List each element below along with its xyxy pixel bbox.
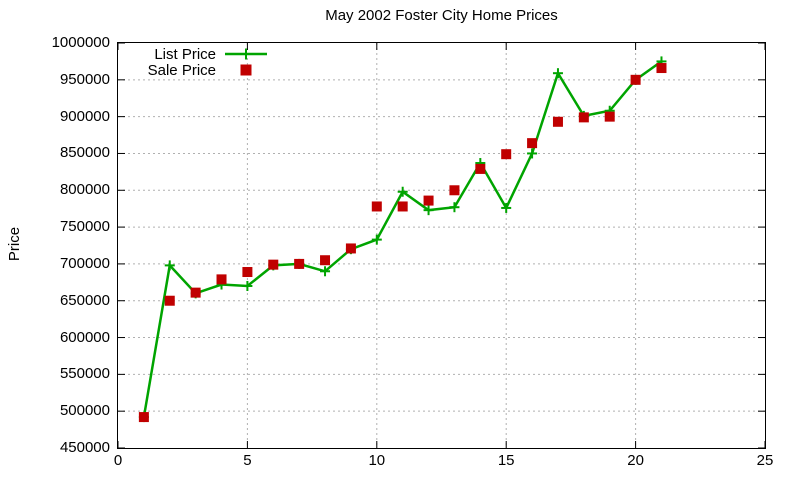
x-tick-label: 25 xyxy=(756,452,774,469)
y-tick-label: 500000 xyxy=(59,402,110,420)
square-icon xyxy=(240,64,252,76)
legend-label-sale-price: Sale Price xyxy=(147,61,216,79)
legend: List Price Sale Price xyxy=(118,45,267,79)
legend-item-list-price: List Price xyxy=(118,45,267,63)
y-tick-label: 900000 xyxy=(59,107,110,125)
sale-price-series xyxy=(138,63,667,423)
x-tick-label: 20 xyxy=(627,452,644,469)
y-tick-label: 1000000 xyxy=(51,34,110,51)
chart-title: May 2002 Foster City Home Prices xyxy=(325,7,558,24)
legend-label-list-price: List Price xyxy=(154,45,216,63)
y-tick-label: 750000 xyxy=(59,218,110,236)
x-tick-label: 15 xyxy=(497,452,515,469)
x-tick-label: 0 xyxy=(113,452,123,469)
x-tick-label: 5 xyxy=(243,452,252,469)
legend-sample-sale-price xyxy=(225,62,267,78)
y-tick-label: 450000 xyxy=(59,439,110,456)
legend-sample-list-price xyxy=(225,46,267,62)
y-tick-label: 800000 xyxy=(59,181,110,199)
y-tick-label: 950000 xyxy=(59,70,110,88)
line-plus-icon xyxy=(225,48,267,60)
plot-area: List Price Sale Price xyxy=(117,42,766,449)
y-tick-label: 600000 xyxy=(59,328,110,346)
y-tick-label: 850000 xyxy=(59,144,110,162)
y-tick-label: 650000 xyxy=(59,291,110,309)
y-tick-label: 700000 xyxy=(59,254,110,272)
axis-ticks xyxy=(118,43,765,448)
gridlines xyxy=(118,43,765,448)
y-tick-label: 550000 xyxy=(59,365,110,383)
list-price-series xyxy=(138,56,667,423)
chart-canvas xyxy=(118,43,765,448)
x-tick-label: 10 xyxy=(368,452,386,469)
legend-item-sale-price: Sale Price xyxy=(118,61,267,79)
